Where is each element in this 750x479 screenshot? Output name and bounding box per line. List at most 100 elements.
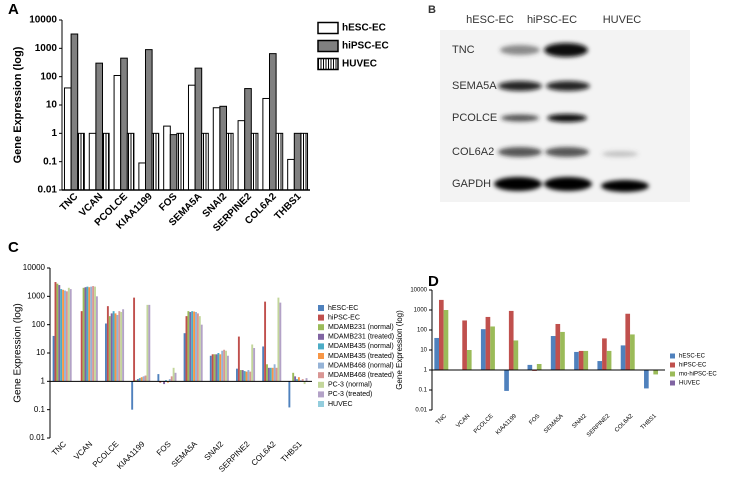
lane-label: hESC-EC xyxy=(466,14,514,26)
bar xyxy=(95,62,104,191)
legend-swatch xyxy=(670,380,675,386)
x-tick-label: FOS xyxy=(155,440,173,458)
bar xyxy=(185,316,188,382)
bar xyxy=(146,304,149,382)
bar xyxy=(187,84,196,191)
bar xyxy=(69,289,72,382)
bar xyxy=(264,301,267,382)
bar xyxy=(555,323,561,370)
bar xyxy=(196,313,199,382)
bar xyxy=(144,49,153,191)
bar xyxy=(163,381,166,385)
bar xyxy=(303,381,306,385)
bar xyxy=(136,379,139,382)
bands xyxy=(494,43,649,192)
bar xyxy=(213,354,216,382)
y-tick-label: 10000 xyxy=(29,15,57,26)
bar xyxy=(602,338,607,370)
bar xyxy=(102,132,110,191)
bar xyxy=(163,125,171,191)
bar xyxy=(70,33,79,191)
y-tick-label: 100 xyxy=(417,328,428,334)
x-tick-label: THBS1 xyxy=(279,439,304,464)
bar xyxy=(142,376,145,382)
bar xyxy=(159,381,162,383)
bar xyxy=(485,316,491,370)
bar xyxy=(247,370,250,382)
legend-label: HUVEC xyxy=(328,401,353,408)
bar xyxy=(191,311,194,382)
bar xyxy=(138,162,146,191)
legend-label: hESC-EC xyxy=(679,354,706,360)
bar xyxy=(95,296,98,382)
row-label: PCOLCE xyxy=(452,112,497,124)
bar xyxy=(116,314,119,382)
bar xyxy=(120,57,128,191)
bar xyxy=(56,283,59,382)
bar xyxy=(189,311,192,382)
bar xyxy=(195,311,197,382)
bar xyxy=(140,377,143,382)
lane-label: HUVEC xyxy=(603,14,642,26)
bar xyxy=(165,380,167,382)
band xyxy=(501,114,539,122)
legend-label: MDAMB468 (treated) xyxy=(328,372,394,379)
y-tick-label: 10000 xyxy=(410,288,427,294)
bar xyxy=(237,336,240,382)
bar xyxy=(58,285,61,382)
bar xyxy=(508,310,514,370)
bar xyxy=(67,287,70,382)
legend-label: MDAMB435 (normal) xyxy=(328,343,394,350)
bar xyxy=(225,350,227,382)
bar xyxy=(114,313,117,382)
bar xyxy=(299,380,302,382)
bar xyxy=(194,67,203,191)
y-tick-label: 10 xyxy=(420,348,427,354)
bar xyxy=(583,350,589,370)
legend-label: PC-3 (treated) xyxy=(328,391,372,398)
row-label: SEMA5A xyxy=(452,80,497,92)
legend-swatch xyxy=(317,39,339,53)
panel-label: C xyxy=(8,239,19,256)
bar xyxy=(578,350,584,370)
y-tick-label: 0.1 xyxy=(34,405,46,414)
bar xyxy=(112,311,115,382)
legend-label: hiPSC-EC xyxy=(342,41,389,52)
bar xyxy=(262,97,270,191)
bar xyxy=(63,87,72,191)
bar xyxy=(131,381,134,410)
legend-label: HUVEC xyxy=(342,59,377,70)
y-tick-label: 0.1 xyxy=(419,388,428,394)
y-tick-label: 1 xyxy=(51,128,57,139)
legend-swatch xyxy=(318,372,324,379)
bar xyxy=(251,344,254,382)
bar xyxy=(249,371,252,382)
band xyxy=(498,147,542,157)
bar xyxy=(215,354,218,382)
x-tick-label: PCOLCE xyxy=(473,413,495,435)
bar xyxy=(653,370,659,375)
bar xyxy=(187,311,190,382)
bar xyxy=(174,372,177,382)
bar xyxy=(62,289,65,382)
bar xyxy=(211,354,214,382)
y-axis-label: Gene Expression (log) xyxy=(12,46,24,163)
bar xyxy=(126,132,135,191)
x-tick-label: SEMA5A xyxy=(543,413,564,434)
bar xyxy=(54,282,57,382)
y-tick-label: 10 xyxy=(36,348,45,357)
bar xyxy=(176,132,185,191)
bar xyxy=(82,287,85,382)
band xyxy=(494,177,542,191)
y-tick-label: 10 xyxy=(46,100,58,111)
band xyxy=(545,147,589,157)
bar xyxy=(536,363,542,370)
bar xyxy=(279,302,282,382)
y-tick-label: 0.01 xyxy=(38,185,58,196)
bar xyxy=(170,376,173,382)
legend-label: MDAMB231 (normal) xyxy=(328,324,394,331)
bar xyxy=(305,378,308,382)
band xyxy=(544,43,588,57)
legend-swatch xyxy=(317,21,339,35)
legend-swatch xyxy=(318,362,324,369)
